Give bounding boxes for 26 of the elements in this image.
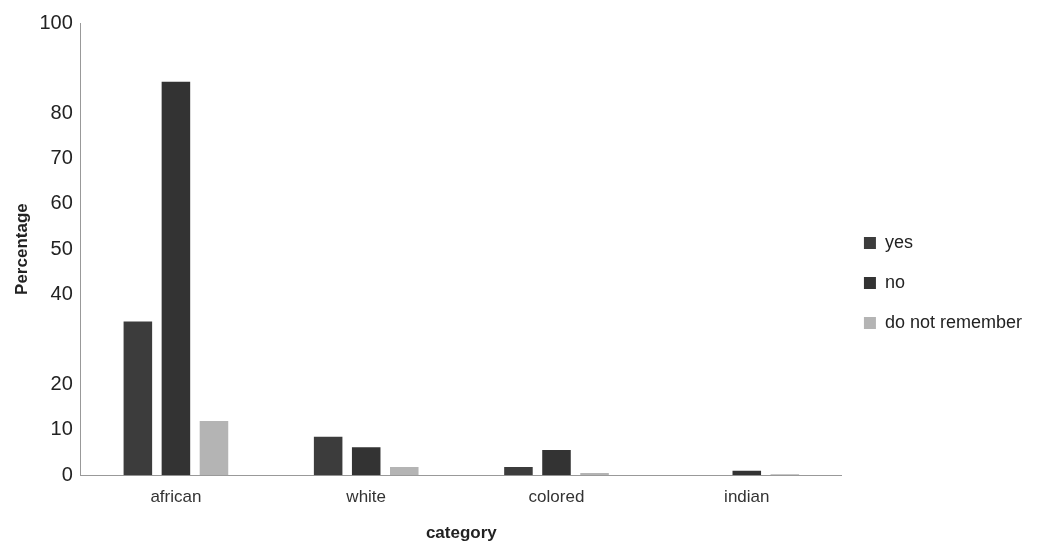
- x-tick-label: white: [345, 487, 387, 507]
- bar: [504, 467, 533, 476]
- legend-label: yes: [884, 231, 913, 252]
- y-tick-label: 40: [50, 281, 73, 304]
- x-axis-title: category: [425, 523, 498, 543]
- bar: [542, 449, 571, 476]
- x-tick-label: african: [150, 487, 202, 507]
- bar: [199, 420, 229, 476]
- bar: [351, 447, 381, 476]
- x-tick-label: colored: [528, 487, 585, 507]
- y-tick-label: 10: [50, 417, 73, 440]
- bar: [123, 321, 153, 476]
- y-tick-label: 20: [50, 372, 73, 395]
- y-tick-label: 0: [61, 462, 73, 485]
- legend-label: do not remember: [884, 311, 1023, 332]
- bar: [161, 81, 191, 476]
- y-axis-title: Percentage: [11, 203, 31, 295]
- y-tick-label: 80: [50, 100, 73, 123]
- x-tick-label: indian: [724, 487, 770, 507]
- y-tick-label: 60: [50, 191, 73, 214]
- legend-label: no: [884, 271, 905, 292]
- bar: [313, 436, 343, 476]
- y-tick-label: 70: [50, 146, 73, 169]
- bar: [389, 467, 419, 476]
- y-tick-label: 50: [50, 236, 73, 259]
- y-tick-label: 100: [39, 10, 73, 33]
